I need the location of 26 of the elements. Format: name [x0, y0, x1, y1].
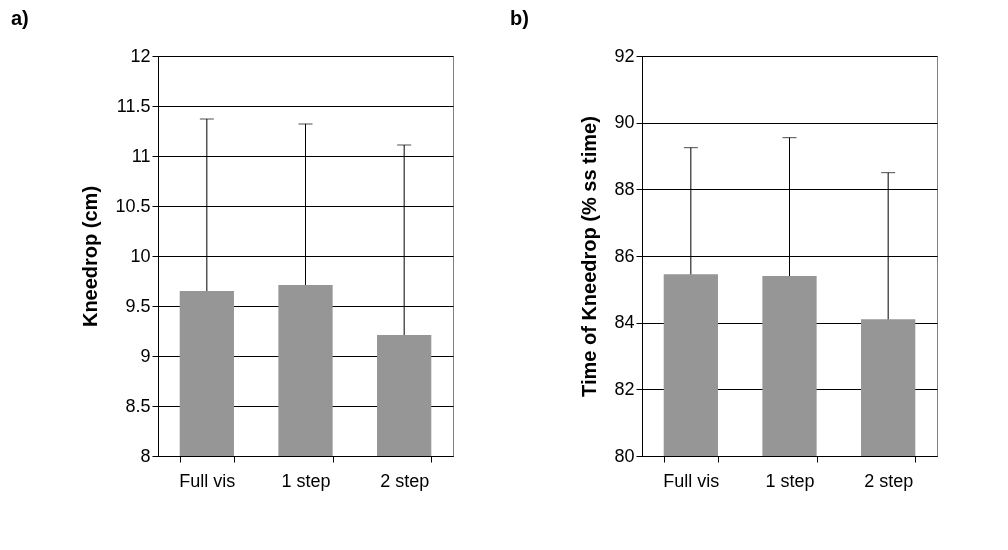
y-tick-label: 88	[614, 178, 635, 199]
y-tick-label: 10.5	[115, 195, 151, 216]
y-tick-label: 11	[131, 145, 151, 166]
y-tick-label: 82	[614, 378, 635, 399]
y-tick-label: 9	[140, 345, 151, 366]
y-tick-label: 9.5	[125, 295, 151, 316]
chart-title: a)	[10, 7, 29, 29]
x-tick-label: 2 step	[864, 470, 914, 491]
chart-title: b)	[509, 7, 529, 29]
y-tick-label: 8.5	[125, 395, 151, 416]
y-tick-label: 86	[614, 245, 635, 266]
x-tick-label: Full vis	[179, 470, 236, 491]
y-tick-label: 11.5	[116, 95, 151, 116]
x-tick-label: 1 step	[765, 470, 815, 491]
y-axis-title: Time of Kneedrop (% ss time)	[578, 116, 601, 397]
y-tick-label: 92	[614, 45, 635, 66]
x-tick-label: Full vis	[663, 470, 720, 491]
x-tick-label: 1 step	[281, 470, 331, 491]
y-tick-label: 8	[140, 445, 151, 466]
y-tick-label: 12	[130, 45, 151, 66]
y-axis-title: Kneedrop (cm)	[79, 185, 102, 328]
x-tick-label: 2 step	[380, 470, 430, 491]
y-tick-label: 84	[614, 312, 635, 333]
y-tick-label: 90	[614, 112, 635, 133]
y-tick-label: 10	[130, 245, 151, 266]
y-tick-label: 80	[614, 445, 635, 466]
